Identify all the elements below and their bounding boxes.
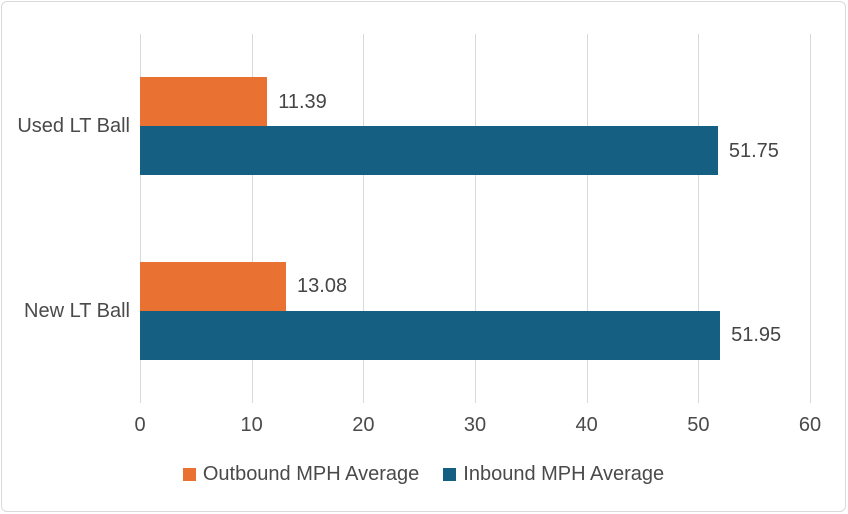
x-tick-label: 40 <box>575 414 598 436</box>
x-tick-label: 50 <box>687 414 710 436</box>
x-tick-label: 30 <box>463 414 487 436</box>
legend-label-inbound: Inbound MPH Average <box>463 463 665 485</box>
gridline <box>475 34 476 403</box>
data-label: 13.08 <box>297 275 348 298</box>
gridline <box>698 34 700 403</box>
legend: Outbound MPH Average Inbound MPH Average <box>2 461 845 487</box>
gridline <box>251 34 253 403</box>
bar-inbound-0 <box>140 126 718 176</box>
category-label-used-lt-ball: Used LT Ball <box>17 115 130 137</box>
data-label: 51.95 <box>731 324 782 347</box>
gridline <box>140 34 141 403</box>
legend-item-outbound: Outbound MPH Average <box>182 462 420 486</box>
bar-outbound-1 <box>140 261 287 311</box>
x-tick-label: 10 <box>240 414 263 436</box>
gridline <box>363 34 365 403</box>
legend-swatch-outbound-icon <box>182 467 196 481</box>
x-tick-label: 0 <box>134 414 146 436</box>
legend-swatch-inbound-icon <box>443 467 457 481</box>
data-label: 11.39 <box>278 90 327 113</box>
data-label: 51.75 <box>728 139 779 162</box>
plot-area: 11.39 51.75 13.08 51.95 <box>140 34 811 403</box>
gridline <box>586 34 588 403</box>
x-tick-label: 20 <box>352 414 375 436</box>
legend-label-outbound: Outbound MPH Average <box>202 463 420 485</box>
legend-item-inbound: Inbound MPH Average <box>443 462 664 486</box>
gridline <box>810 34 811 403</box>
bar-outbound-0 <box>140 77 268 127</box>
x-tick-label: 60 <box>798 414 822 436</box>
category-label-new-lt-ball: New LT Ball <box>24 300 130 322</box>
bar-inbound-1 <box>140 310 721 360</box>
